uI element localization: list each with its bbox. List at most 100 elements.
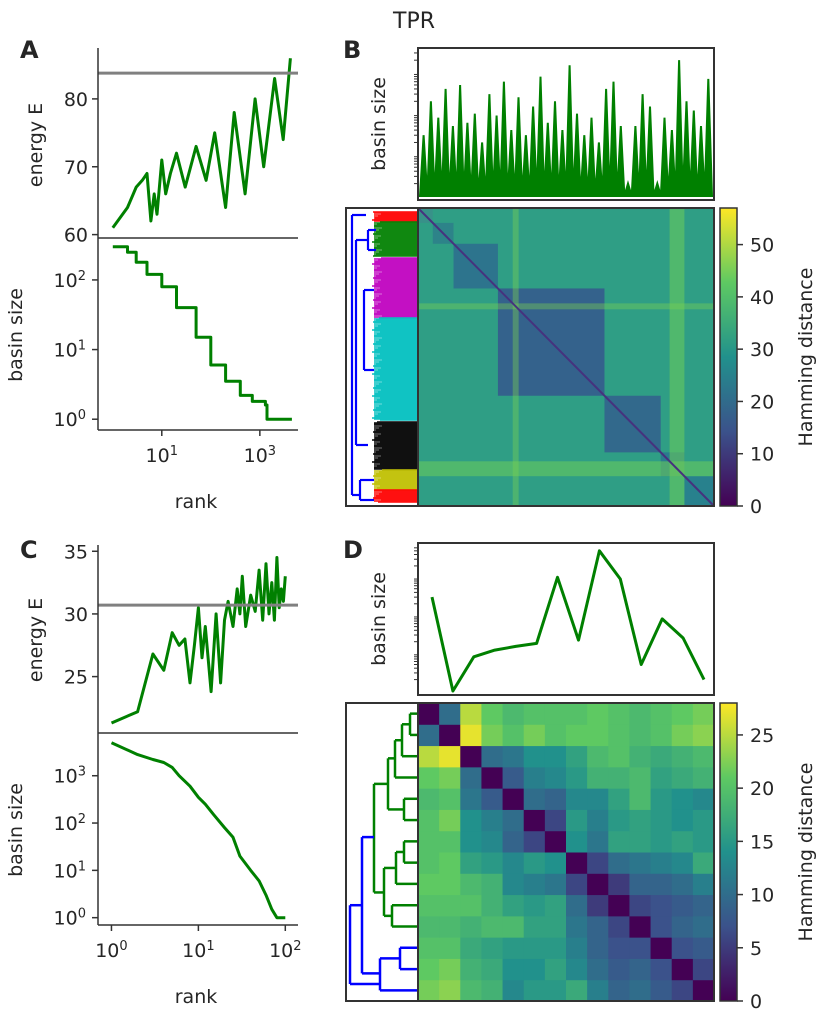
panel-d-heatmap-cell bbox=[523, 745, 546, 768]
panel-d-heatmap-cell bbox=[439, 937, 461, 959]
panel-d-heatmap-cell bbox=[481, 766, 504, 789]
panel-d-heatmap-cell bbox=[587, 809, 609, 832]
panel-d-heatmap-cell bbox=[460, 703, 482, 725]
panel-d-heatmap-cell bbox=[502, 745, 525, 768]
panel-d-heatmap-cell bbox=[566, 852, 588, 874]
panel-c-xtick-label: 102 bbox=[269, 939, 301, 963]
panel-d-heatmap-cell bbox=[671, 937, 694, 959]
panel-c-energy-ytick-label: 35 bbox=[64, 541, 88, 563]
panel-d-heatmap-cell bbox=[629, 894, 652, 917]
panel-d-heatmap-cell bbox=[650, 937, 673, 959]
panel-d-heatmap-cell bbox=[629, 788, 652, 810]
panel-d-heatmap-cell bbox=[650, 894, 673, 917]
panel-d-heatmap-cell bbox=[671, 979, 694, 1002]
panel-d-colorbar-label: Hamming distance bbox=[795, 763, 817, 942]
panel-d-heatmap-cell bbox=[587, 958, 609, 981]
panel-b-colorbar-label: Hamming distance bbox=[795, 268, 817, 447]
panel-a-basin-ylabel: basin size bbox=[5, 288, 27, 382]
panel-d-heatmap-cell bbox=[587, 979, 609, 1002]
panel-a-basin-series bbox=[112, 245, 292, 421]
panel-d-heatmap-cell bbox=[650, 830, 673, 853]
panel-d-heatmap-cell bbox=[418, 979, 440, 1002]
figure-title: TPR bbox=[392, 9, 435, 34]
panel-d-heatmap-cell bbox=[439, 809, 461, 832]
panel-label-a: A bbox=[20, 36, 39, 64]
panel-d-heatmap-cell bbox=[692, 745, 715, 768]
panel-a-energy-plot: 60 70 80 energy E bbox=[25, 48, 298, 247]
panel-c-energy-line bbox=[110, 556, 287, 725]
panel-d-heatmap-cell bbox=[544, 724, 567, 747]
panel-d-heatmap-cell bbox=[502, 724, 525, 747]
panel-d-heatmap-cell bbox=[650, 724, 673, 747]
panel-d-heatmap-cell bbox=[460, 745, 482, 768]
panel-b-dendrogram-fill bbox=[374, 222, 418, 256]
panel-d-heatmap-cell bbox=[608, 873, 630, 896]
panel-d-heatmap-cell bbox=[481, 788, 504, 810]
panel-d-heatmap-cell bbox=[629, 809, 652, 832]
panel-d-heatmap-cell bbox=[650, 852, 673, 874]
panel-b-dendrogram-fill bbox=[374, 470, 418, 490]
panel-d-heatmap-cell bbox=[650, 958, 673, 981]
panel-d-heatmap-cell bbox=[439, 745, 461, 768]
panel-d-heatmap-cell bbox=[566, 766, 588, 789]
panel-b-dendrogram-fill bbox=[374, 212, 418, 222]
panel-d-heatmap-cell bbox=[671, 809, 694, 832]
panel-c-energy-series bbox=[110, 556, 287, 725]
panel-d-heatmap-cell bbox=[566, 979, 588, 1002]
panel-d-heatmap-cell bbox=[418, 937, 440, 959]
panel-d-heatmap-cell bbox=[523, 958, 546, 981]
panel-d-heatmap-cell bbox=[544, 830, 567, 853]
panel-b-dendrogram-fill bbox=[374, 258, 418, 318]
panel-c-basin-ytick-label: 101 bbox=[54, 859, 86, 883]
panel-d-heatmap-cell bbox=[502, 830, 525, 853]
panel-d-heatmap-cell bbox=[418, 873, 440, 896]
panel-d-heatmap-cell bbox=[608, 894, 630, 917]
panel-b-dendrogram-cluster bbox=[372, 317, 418, 421]
panel-d-heatmap-cell bbox=[544, 852, 567, 874]
panel-d-heatmap-cell bbox=[671, 766, 694, 789]
panel-d-heatmap-cell bbox=[587, 937, 609, 959]
panel-b-dendrogram-cluster bbox=[373, 489, 418, 503]
panel-d-heatmap-cell bbox=[523, 873, 546, 896]
panel-d-heatmap-cell bbox=[418, 852, 440, 874]
panel-a-basin-plot: 100 101 102 101 103 basin size rank bbox=[5, 238, 298, 513]
panel-d-heatmap-cell bbox=[439, 766, 461, 789]
panel-d-heatmap-cell bbox=[523, 937, 546, 959]
panel-d-heatmap-cell bbox=[544, 894, 567, 917]
panel-c-energy-plot: 25 30 35 energy E bbox=[25, 541, 298, 734]
panel-d-heatmap-cell bbox=[439, 788, 461, 810]
panel-d-heatmap-cell bbox=[481, 915, 504, 938]
panel-a-basin-ytick-label: 100 bbox=[54, 408, 86, 432]
panel-d-heatmap-cell bbox=[671, 958, 694, 981]
panel-c-basin-ytick-label: 103 bbox=[54, 764, 86, 788]
panel-d-heatmap-cell bbox=[608, 766, 630, 789]
panel-d-heatmap-cell bbox=[523, 766, 546, 789]
panel-d-heatmap-cell bbox=[502, 937, 525, 959]
panel-a-basin-line bbox=[112, 245, 292, 421]
panel-a-xtick-label: 101 bbox=[146, 444, 178, 468]
panel-d-basin-line bbox=[430, 549, 706, 693]
panel-d-heatmap-cell bbox=[671, 745, 694, 768]
panel-d-heatmap-cell bbox=[481, 809, 504, 832]
panel-b-heatmap-plot: 0 10 20 30 40 50 Hamming distance bbox=[345, 207, 817, 518]
panel-d-heatmap-cell bbox=[671, 852, 694, 874]
panel-d-heatmap-cell bbox=[587, 915, 609, 938]
panel-d-heatmap-cell bbox=[523, 979, 546, 1002]
panel-d-colorbar-tick-label: 25 bbox=[750, 725, 774, 747]
panel-d-heatmap-frame bbox=[417, 702, 715, 1002]
panel-d-heatmap-cell bbox=[481, 873, 504, 896]
panel-a-energy-line bbox=[111, 58, 292, 229]
panel-b-basin-spikes bbox=[418, 60, 714, 197]
panel-c-xlabel: rank bbox=[175, 986, 218, 1008]
panel-d-heatmap-cell bbox=[481, 937, 504, 959]
panel-d-colorbar-tick-label: 20 bbox=[750, 778, 774, 800]
panel-d-heatmap-cell bbox=[650, 979, 673, 1002]
panel-b-dendrogram-fill bbox=[374, 318, 418, 420]
panel-b-heatmap-band bbox=[418, 303, 714, 310]
panel-d-heatmap-cell bbox=[439, 915, 461, 938]
panel-d-heatmap-cell bbox=[544, 766, 567, 789]
panel-d-heatmap-cell bbox=[692, 724, 715, 747]
panel-d-heatmap-cell bbox=[418, 915, 440, 938]
panel-b-basin-ylabel: basin size bbox=[368, 77, 390, 171]
